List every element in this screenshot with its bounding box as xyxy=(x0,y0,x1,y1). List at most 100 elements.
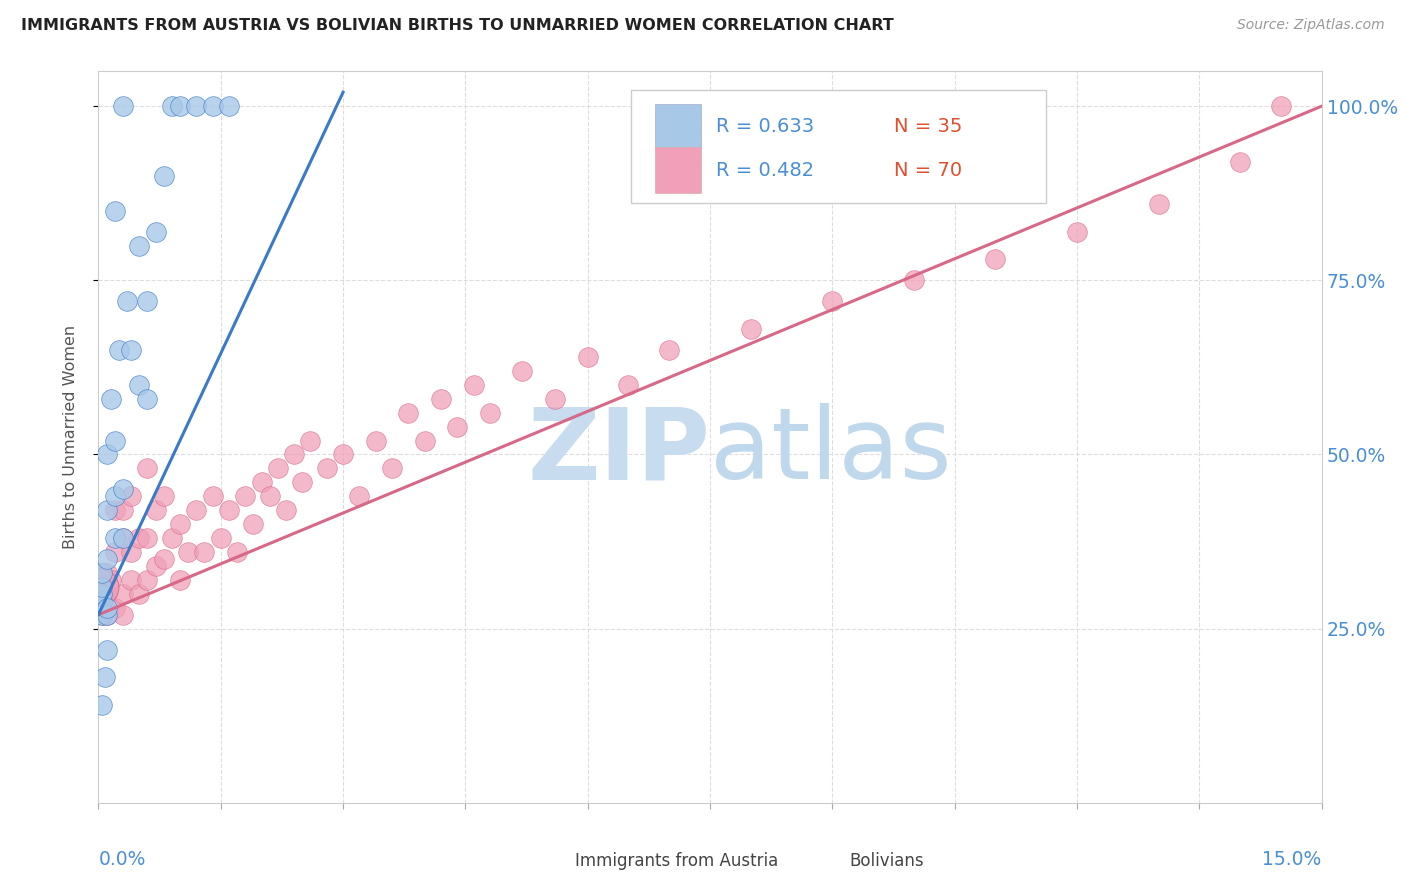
Point xyxy=(104,531,127,545)
Point xyxy=(145,503,167,517)
Point xyxy=(104,600,127,615)
Point xyxy=(91,587,114,601)
Point xyxy=(1270,99,1292,113)
Point xyxy=(145,225,167,239)
Point xyxy=(100,392,122,406)
Point xyxy=(1147,196,1170,211)
FancyBboxPatch shape xyxy=(533,848,567,876)
Point xyxy=(145,558,167,573)
Point xyxy=(430,392,453,406)
Point xyxy=(111,587,134,601)
Text: 0.0%: 0.0% xyxy=(98,850,146,870)
Text: R = 0.633: R = 0.633 xyxy=(716,117,814,136)
Text: Source: ZipAtlas.com: Source: ZipAtlas.com xyxy=(1237,18,1385,32)
Point xyxy=(111,531,134,545)
Point xyxy=(91,580,114,594)
Point xyxy=(111,483,134,497)
Point xyxy=(364,434,387,448)
Point xyxy=(201,489,224,503)
Point xyxy=(96,448,118,462)
Text: N = 70: N = 70 xyxy=(894,161,962,179)
Point xyxy=(104,489,127,503)
Point xyxy=(91,566,114,580)
Text: ZIP: ZIP xyxy=(527,403,710,500)
Point xyxy=(136,531,159,545)
Point xyxy=(111,99,134,113)
FancyBboxPatch shape xyxy=(630,90,1046,203)
Text: 15.0%: 15.0% xyxy=(1263,850,1322,870)
Point xyxy=(89,580,111,594)
Point xyxy=(91,698,114,713)
Point xyxy=(446,419,468,434)
Point xyxy=(1229,155,1251,169)
Point xyxy=(413,434,436,448)
Text: IMMIGRANTS FROM AUSTRIA VS BOLIVIAN BIRTHS TO UNMARRIED WOMEN CORRELATION CHART: IMMIGRANTS FROM AUSTRIA VS BOLIVIAN BIRT… xyxy=(21,18,894,33)
Point xyxy=(96,587,118,601)
Point xyxy=(169,517,191,532)
FancyBboxPatch shape xyxy=(655,147,702,193)
Text: Immigrants from Austria: Immigrants from Austria xyxy=(575,853,779,871)
Point xyxy=(250,475,273,490)
Point xyxy=(136,294,159,309)
Point xyxy=(226,545,249,559)
Point xyxy=(136,392,159,406)
Point xyxy=(283,448,305,462)
Point xyxy=(299,434,322,448)
Point xyxy=(104,503,127,517)
Point xyxy=(291,475,314,490)
Point xyxy=(242,517,264,532)
Point xyxy=(136,573,159,587)
Point xyxy=(91,607,114,622)
Point xyxy=(128,531,150,545)
Point xyxy=(128,587,150,601)
Point xyxy=(193,545,215,559)
Point xyxy=(186,99,208,113)
Point xyxy=(96,552,118,566)
Point xyxy=(512,364,534,378)
Point xyxy=(177,545,200,559)
Point xyxy=(94,670,117,684)
Point xyxy=(160,99,183,113)
Point xyxy=(267,461,290,475)
Point xyxy=(91,607,114,622)
Point xyxy=(120,489,142,503)
Point xyxy=(740,322,762,336)
Point xyxy=(111,607,134,622)
Point xyxy=(96,607,118,622)
Point xyxy=(381,461,404,475)
Text: Bolivians: Bolivians xyxy=(849,853,924,871)
Point xyxy=(544,392,567,406)
Point xyxy=(94,600,117,615)
Point xyxy=(91,594,114,608)
Point xyxy=(218,99,240,113)
Point xyxy=(218,503,240,517)
Point xyxy=(115,294,138,309)
Point xyxy=(111,503,134,517)
Point xyxy=(233,489,256,503)
Point xyxy=(128,377,150,392)
FancyBboxPatch shape xyxy=(808,848,842,876)
Point xyxy=(128,238,150,252)
Point xyxy=(349,489,371,503)
Point xyxy=(96,503,118,517)
Point xyxy=(152,489,174,503)
Point xyxy=(478,406,501,420)
Point xyxy=(96,607,118,622)
Point xyxy=(100,573,122,587)
Y-axis label: Births to Unmarried Women: Births to Unmarried Women xyxy=(63,325,77,549)
Point xyxy=(96,566,118,580)
Point xyxy=(332,448,354,462)
Point xyxy=(396,406,419,420)
Point xyxy=(1066,225,1088,239)
Point xyxy=(120,573,142,587)
Point xyxy=(120,545,142,559)
FancyBboxPatch shape xyxy=(655,103,702,149)
Point xyxy=(96,600,118,615)
Point xyxy=(152,552,174,566)
Point xyxy=(658,343,681,357)
Point xyxy=(91,566,114,580)
Point xyxy=(201,99,224,113)
Point xyxy=(91,587,114,601)
Point xyxy=(274,503,297,517)
Point xyxy=(160,531,183,545)
